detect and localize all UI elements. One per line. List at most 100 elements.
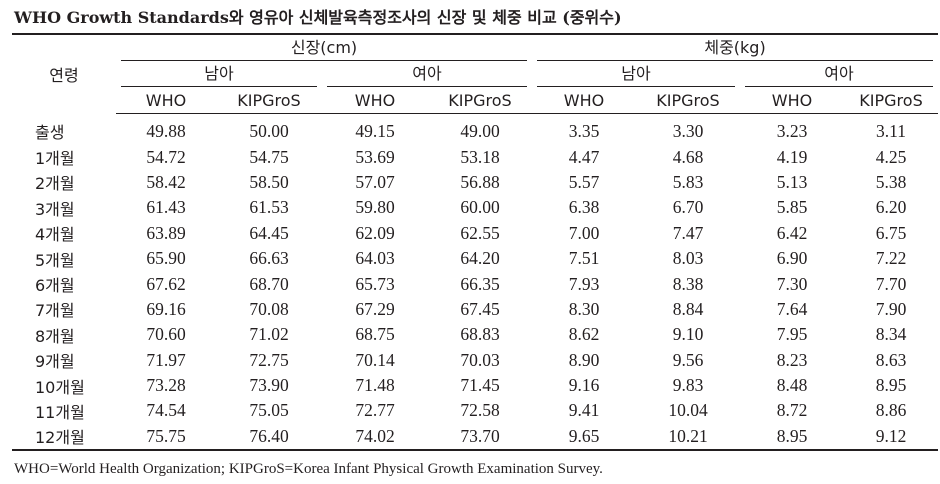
height-male-who-cell: 75.75 [146,425,186,446]
table-row: 3개월 61.43 61.53 59.80 60.00 6.38 6.70 5.85 6.20 [12,195,938,220]
age-cell: 7개월 [35,301,75,321]
weight-male-kipgros-cell: 8.84 [672,298,704,319]
table-row: 4개월 63.89 64.45 62.09 62.55 7.00 7.47 6.42 6.75 [12,221,938,246]
height-male-kipgros-cell: 76.40 [249,425,289,446]
height-male-who-cell: 74.54 [146,400,186,421]
weight-female-header: 여아 [740,61,938,87]
height-female-kipgros-cell: 73.70 [460,425,500,446]
height-female-who-cell: 59.80 [355,197,395,218]
weight-male-kipgros-cell: 5.83 [672,171,704,192]
table-row: 12개월 75.75 76.40 74.02 73.70 9.65 10.21 8.95 9.1… [12,424,938,450]
height-female-who-cell: 70.14 [355,349,395,370]
height-male-kipgros-cell: 73.90 [249,375,289,396]
height-female-who-cell: 68.75 [355,324,395,345]
weight-male-who-cell: 9.41 [568,400,600,421]
weight-female-who-cell: 8.23 [776,349,808,370]
height-male-who-cell: 54.72 [146,146,186,167]
height-male-who-cell: 63.89 [146,222,186,243]
weight-female-who-cell: 7.95 [776,324,808,345]
header-row-sex: 남아 여아 남아 여아 [12,61,938,87]
age-cell: 11개월 [35,402,85,422]
height-male-kipgros-cell: 66.63 [249,248,289,269]
height-female-who-cell: 72.77 [355,400,395,421]
table-row: 1개월 54.72 54.75 53.69 53.18 4.47 4.68 4.19 4.25 [12,144,938,169]
height-female-who-cell: 64.03 [355,248,395,269]
height-male-who-cell: 70.60 [146,324,186,345]
table-row: 5개월 65.90 66.63 64.03 64.20 7.51 8.03 6.90 7.22 [12,246,938,271]
table-row: 출생 49.88 50.00 49.15 49.00 3.35 3.30 3.23 3.11 [12,114,938,145]
height-male-kipgros-cell: 50.00 [249,121,289,142]
weight-female-who-cell: 8.95 [776,425,808,446]
weight-male-kipgros-cell: 7.47 [672,222,704,243]
height-female-who-cell: 67.29 [355,298,395,319]
weight-group-label: 체중(kg) [537,35,934,61]
weight-female-kipgros-cell: 3.11 [876,121,907,142]
weight-male-who-cell: 3.35 [568,121,600,142]
height-male-who-cell: 61.43 [146,197,186,218]
height-female-kipgros-cell: 56.88 [460,171,500,192]
height-male-kipgros-cell: 54.75 [249,146,289,167]
weight-male-who-cell: 4.47 [568,146,600,167]
age-cell: 3개월 [35,199,75,219]
height-female-kipgros-cell: 66.35 [460,273,500,294]
height-female-kipgros-cell: 70.03 [460,349,500,370]
weight-male-who-cell: 5.57 [568,171,600,192]
height-male-who-cell: 69.16 [146,298,186,319]
height-group-label: 신장(cm) [121,35,527,61]
table-row: 10개월 73.28 73.90 71.48 71.45 9.16 9.83 8.48 8.95 [12,373,938,398]
height-male-kipgros-cell: 68.70 [249,273,289,294]
table-row: 7개월 69.16 70.08 67.29 67.45 8.30 8.84 7.64 7.90 [12,297,938,322]
height-female-kipgros-header: KIPGroS [428,87,532,114]
age-cell: 출생 [35,123,65,143]
height-male-who-cell: 49.88 [146,121,186,142]
height-female-kipgros-cell: 67.45 [460,298,500,319]
weight-female-who-cell: 3.23 [776,121,808,142]
weight-female-kipgros-cell: 8.34 [875,324,907,345]
weight-female-kipgros-cell: 6.75 [875,222,907,243]
table-title: WHO Growth Standards와 영유아 신체발육측정조사의 신장 및… [14,8,622,27]
height-male-kipgros-header: KIPGroS [216,87,322,114]
weight-female-who-cell: 4.19 [776,146,808,167]
height-male-who-cell: 73.28 [146,375,186,396]
table-row: 11개월 74.54 75.05 72.77 72.58 9.41 10.04 8.72 8.8… [12,398,938,423]
height-male-kipgros-cell: 58.50 [249,171,289,192]
weight-female-kipgros-cell: 5.38 [875,171,907,192]
height-female-kipgros-cell: 64.20 [460,248,500,269]
weight-female-who-cell: 6.42 [776,222,808,243]
height-female-who-cell: 71.48 [355,375,395,396]
weight-male-who-cell: 6.38 [568,197,600,218]
weight-male-who-cell: 9.65 [568,425,600,446]
height-female-who-cell: 74.02 [355,425,395,446]
height-male-label: 남아 [121,61,317,87]
table-row: 2개월 58.42 58.50 57.07 56.88 5.57 5.83 5.13 5.38 [12,170,938,195]
height-female-label: 여아 [327,61,527,87]
height-group-header: 신장(cm) [116,34,532,61]
weight-female-kipgros-header: KIPGroS [844,87,939,114]
weight-female-label: 여아 [745,61,934,87]
height-male-who-cell: 67.62 [146,273,186,294]
height-female-who-cell: 57.07 [355,171,395,192]
height-female-who-header: WHO [322,87,428,114]
height-male-kipgros-cell: 75.05 [249,400,289,421]
weight-female-who-cell: 7.30 [776,273,808,294]
footnote: WHO=World Health Organization; KIPGroS=K… [14,461,603,477]
height-female-who-cell: 65.73 [355,273,395,294]
age-cell: 5개월 [35,250,75,270]
weight-male-who-cell: 7.51 [568,248,600,269]
height-female-kipgros-cell: 60.00 [460,197,500,218]
height-male-kipgros-cell: 61.53 [249,197,289,218]
height-male-kipgros-cell: 72.75 [249,349,289,370]
weight-male-who-cell: 8.62 [568,324,600,345]
weight-male-kipgros-cell: 9.10 [672,324,704,345]
height-female-kipgros-cell: 62.55 [460,222,500,243]
weight-female-kipgros-cell: 8.86 [875,400,907,421]
weight-female-who-cell: 6.90 [776,248,808,269]
weight-female-kipgros-cell: 7.22 [875,248,907,269]
height-female-kipgros-cell: 71.45 [460,375,500,396]
height-male-who-cell: 71.97 [146,349,186,370]
height-female-who-cell: 53.69 [355,146,395,167]
weight-female-kipgros-cell: 7.90 [875,298,907,319]
age-cell: 10개월 [35,377,85,397]
height-female-who-cell: 62.09 [355,222,395,243]
height-female-kipgros-cell: 53.18 [460,146,500,167]
